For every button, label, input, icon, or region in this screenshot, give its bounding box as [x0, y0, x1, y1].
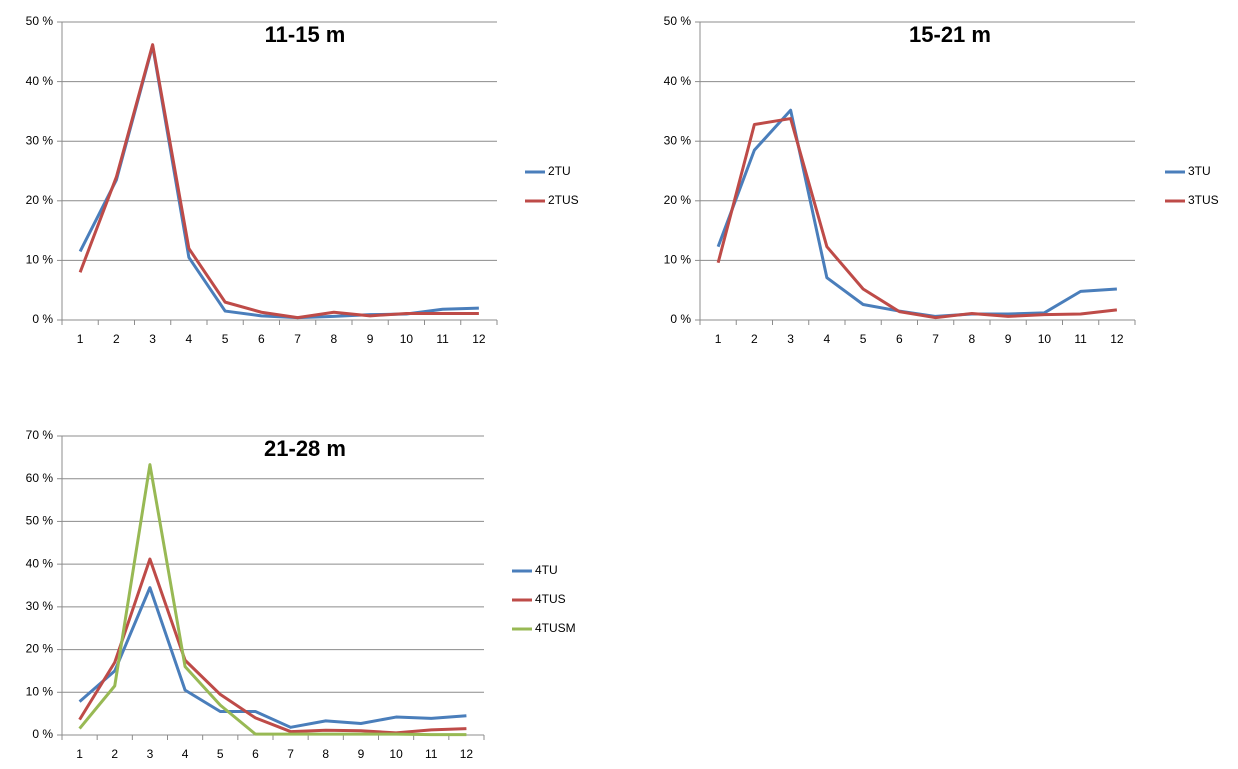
x-tick-label: 11 [425, 747, 438, 761]
series-line [716, 117, 1118, 320]
x-tick-label: 8 [322, 747, 329, 761]
y-tick-label: 0 % [32, 727, 53, 741]
x-tick-label: 3 [787, 332, 794, 346]
x-tick-label: 5 [217, 747, 224, 761]
chart-title: 15-21 m [909, 22, 991, 47]
x-tick-label: 12 [472, 332, 486, 346]
legend-label: 4TUSM [535, 621, 576, 635]
series-line [78, 463, 467, 737]
y-tick-label: 10 % [26, 684, 54, 698]
x-tick-label: 11 [436, 332, 449, 346]
x-tick-label: 3 [149, 332, 156, 346]
x-tick-label: 1 [715, 332, 722, 346]
x-tick-label: 9 [1005, 332, 1012, 346]
x-tick-label: 3 [147, 747, 154, 761]
x-tick-label: 12 [460, 747, 474, 761]
x-tick-label: 6 [252, 747, 259, 761]
legend-label: 4TU [535, 563, 558, 577]
x-tick-label: 12 [1110, 332, 1124, 346]
y-tick-label: 50 % [664, 14, 692, 28]
x-tick-label: 5 [222, 332, 229, 346]
y-tick-label: 40 % [664, 74, 692, 88]
y-tick-label: 60 % [26, 471, 54, 485]
x-tick-label: 8 [331, 332, 338, 346]
y-tick-label: 30 % [26, 133, 54, 147]
x-tick-label: 1 [76, 747, 83, 761]
y-tick-label: 0 % [670, 312, 691, 326]
x-tick-label: 9 [367, 332, 374, 346]
x-tick-label: 8 [969, 332, 976, 346]
legend-label: 4TUS [535, 592, 566, 606]
x-tick-label: 10 [1038, 332, 1052, 346]
x-tick-label: 4 [186, 332, 193, 346]
x-tick-label: 11 [1074, 332, 1087, 346]
y-tick-label: 50 % [26, 14, 54, 28]
chart-title: 21-28 m [264, 436, 346, 461]
y-tick-label: 20 % [26, 642, 54, 656]
x-tick-label: 2 [111, 747, 118, 761]
series-line [78, 43, 479, 320]
x-tick-label: 5 [860, 332, 867, 346]
x-tick-label: 10 [389, 747, 403, 761]
legend-label: 3TU [1188, 164, 1211, 178]
x-tick-label: 7 [287, 747, 294, 761]
y-tick-label: 30 % [664, 133, 692, 147]
x-tick-label: 7 [294, 332, 301, 346]
chart-title: 11-15 m [265, 22, 346, 47]
x-tick-label: 6 [896, 332, 903, 346]
x-tick-label: 9 [358, 747, 365, 761]
y-tick-label: 20 % [26, 193, 54, 207]
x-tick-label: 2 [751, 332, 758, 346]
legend-label: 3TUS [1188, 193, 1219, 207]
series-line [78, 586, 467, 729]
y-tick-label: 10 % [664, 253, 692, 267]
y-tick-label: 40 % [26, 556, 54, 570]
x-tick-label: 6 [258, 332, 265, 346]
legend-label: 2TU [548, 164, 571, 178]
y-tick-label: 30 % [26, 599, 54, 613]
x-tick-label: 7 [932, 332, 939, 346]
y-tick-label: 20 % [664, 193, 692, 207]
y-tick-label: 10 % [26, 253, 54, 267]
y-tick-label: 50 % [26, 514, 54, 528]
y-tick-label: 70 % [26, 428, 54, 442]
y-tick-label: 40 % [26, 74, 54, 88]
x-tick-label: 2 [113, 332, 120, 346]
y-tick-label: 0 % [32, 312, 53, 326]
x-tick-label: 10 [400, 332, 414, 346]
legend-label: 2TUS [548, 193, 579, 207]
x-tick-label: 1 [77, 332, 84, 346]
series-line [78, 557, 467, 735]
x-tick-label: 4 [824, 332, 831, 346]
x-tick-label: 4 [182, 747, 189, 761]
